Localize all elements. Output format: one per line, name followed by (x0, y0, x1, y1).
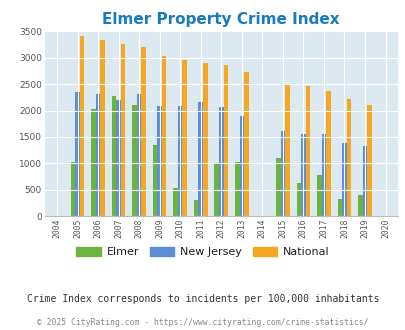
Text: Crime Index corresponds to incidents per 100,000 inhabitants: Crime Index corresponds to incidents per… (27, 294, 378, 304)
Bar (79, 36, 84, 216)
Bar (296, 183, 301, 216)
Bar (337, 199, 341, 216)
Bar (243, 72, 248, 216)
Bar (321, 134, 325, 216)
Bar (198, 102, 202, 216)
Bar (234, 162, 239, 216)
Bar (357, 194, 362, 216)
Bar (132, 105, 136, 216)
Bar (121, 44, 125, 216)
Bar (136, 94, 141, 216)
Bar (218, 107, 223, 216)
Bar (305, 86, 309, 216)
Bar (202, 63, 207, 216)
Bar (75, 91, 79, 216)
Bar (116, 100, 121, 216)
Bar (91, 109, 96, 216)
Text: © 2025 CityRating.com - https://www.cityrating.com/crime-statistics/: © 2025 CityRating.com - https://www.city… (37, 318, 368, 327)
Bar (70, 162, 75, 216)
Bar (284, 85, 289, 216)
Bar (157, 106, 162, 216)
Legend: Elmer, New Jersey, National: Elmer, New Jersey, National (72, 242, 333, 262)
Bar (367, 105, 371, 216)
Bar (325, 91, 330, 216)
Bar (316, 175, 321, 216)
Bar (173, 188, 177, 216)
Bar (301, 134, 305, 216)
Bar (346, 99, 350, 216)
Bar (214, 163, 218, 216)
Bar (141, 47, 145, 216)
Bar (194, 200, 198, 216)
Bar (341, 143, 346, 216)
Bar (239, 116, 243, 216)
Bar (280, 131, 284, 216)
Bar (177, 106, 182, 216)
Bar (100, 40, 104, 216)
Bar (223, 65, 228, 216)
Bar (111, 96, 116, 216)
Bar (275, 157, 280, 216)
Bar (362, 147, 367, 216)
Bar (182, 60, 187, 216)
Title: Elmer Property Crime Index: Elmer Property Crime Index (102, 13, 339, 27)
Bar (96, 94, 100, 216)
Bar (153, 145, 157, 216)
Bar (162, 56, 166, 216)
